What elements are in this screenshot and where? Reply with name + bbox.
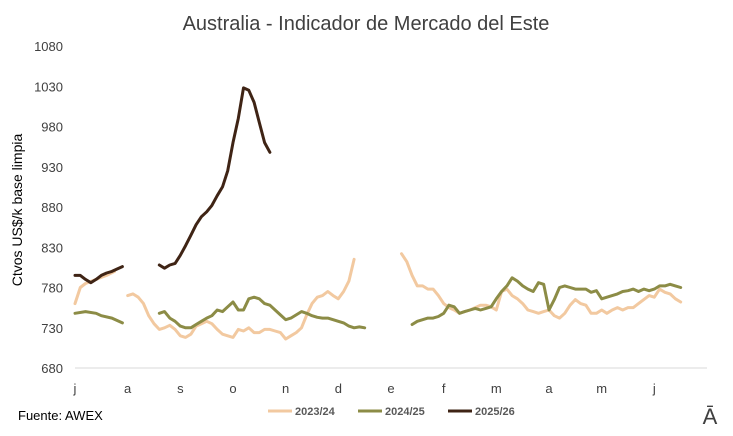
plot-area <box>73 86 683 341</box>
y-tick-label: 930 <box>41 160 63 175</box>
y-tick-label: 980 <box>41 120 63 135</box>
y-tick-label: 1080 <box>34 39 63 54</box>
x-tick-label: f <box>442 381 446 396</box>
legend-item: 2023/24 <box>268 406 336 418</box>
legend-label: 2024/25 <box>385 406 425 418</box>
series-segment <box>400 252 683 320</box>
series-segment <box>126 257 356 341</box>
y-tick-label: 830 <box>41 240 63 255</box>
series-segment <box>73 310 124 325</box>
x-tick-label: s <box>177 381 184 396</box>
x-tick-label: a <box>545 381 553 396</box>
series-segment <box>73 265 124 285</box>
x-tick-label: m <box>596 381 607 396</box>
x-tick-label: e <box>387 381 394 396</box>
x-tick-label: o <box>229 381 236 396</box>
x-tick-label: j <box>652 381 656 396</box>
legend-item: 2025/26 <box>448 406 515 418</box>
series-segment <box>157 86 272 270</box>
legend-label: 2025/26 <box>475 406 515 418</box>
brand-logo: Ā <box>703 404 718 429</box>
y-tick-label: 680 <box>41 361 63 376</box>
series-segment <box>410 276 683 326</box>
legend-label: 2023/24 <box>295 406 336 418</box>
x-tick-label: m <box>491 381 502 396</box>
y-tick-label: 1030 <box>34 79 63 94</box>
x-tick-label: a <box>124 381 132 396</box>
x-tick-label: n <box>282 381 289 396</box>
series-segment <box>157 295 367 330</box>
x-tick-label: d <box>335 381 342 396</box>
y-axis-label: Ctvos US$/k base limpia <box>9 134 25 287</box>
y-tick-label: 730 <box>41 321 63 336</box>
y-tick-label: 880 <box>41 200 63 215</box>
legend-item: 2024/25 <box>358 406 425 418</box>
chart-title: Australia - Indicador de Mercado del Est… <box>183 13 550 35</box>
y-tick-label: 780 <box>41 281 63 296</box>
y-tick-labels: 680 730 780 830 880 930 980 1030 1080 <box>34 39 63 376</box>
source-note: Fuente: AWEX <box>18 408 103 423</box>
legend: 2023/24 2024/25 2025/26 <box>268 406 515 418</box>
series-line-2024-25 <box>73 276 683 330</box>
series-line-2025-26 <box>73 86 272 285</box>
x-tick-label: j <box>73 381 77 396</box>
